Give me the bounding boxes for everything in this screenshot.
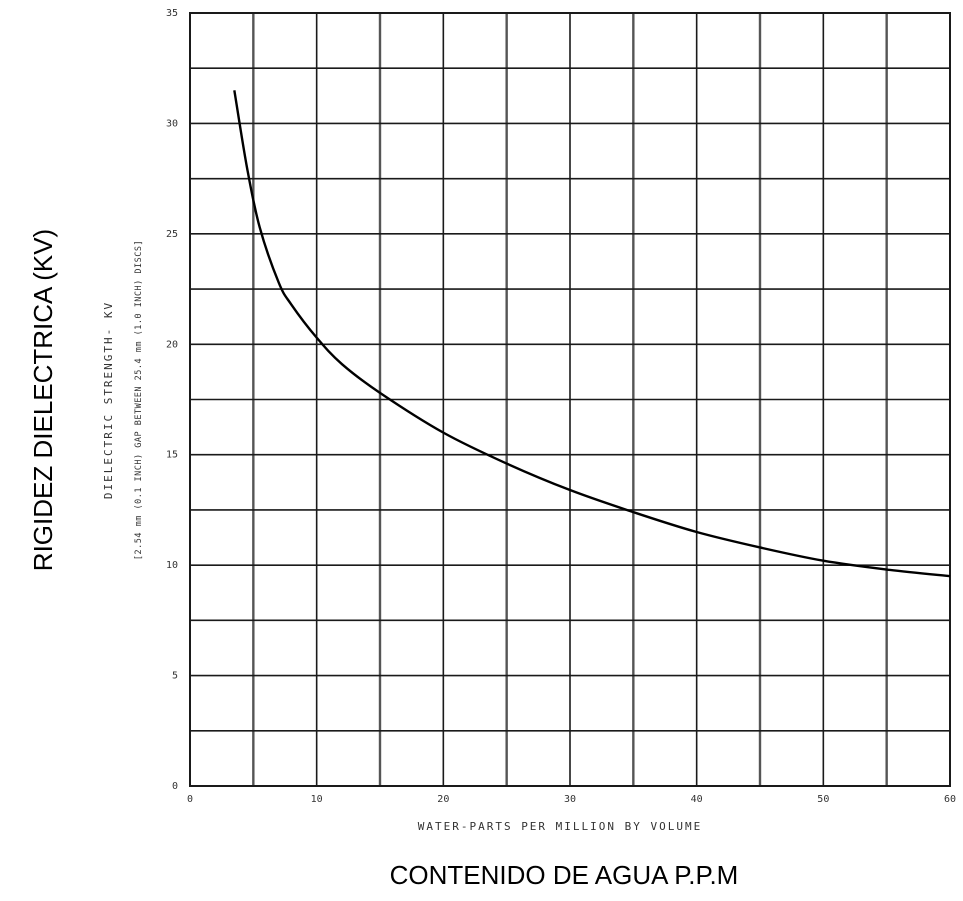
y-tick-label: 10	[166, 560, 178, 571]
y-tick-label: 30	[166, 118, 178, 129]
x-tick-label: 60	[944, 794, 956, 805]
y-tick-label: 15	[166, 450, 178, 461]
x-axis-title: WATER-PARTS PER MILLION BY VOLUME	[418, 820, 703, 833]
x-axis-title-spanish: CONTENIDO DE AGUA P.P.M	[390, 860, 739, 890]
y-axis-title: DIELECTRIC STRENGTH- KV	[102, 301, 115, 499]
x-tick-label: 30	[564, 794, 576, 805]
y-tick-label: 25	[166, 229, 178, 240]
y-axis-title-spanish: RIGIDEZ DIELECTRICA (KV)	[28, 229, 58, 571]
y-tick-label: 35	[166, 8, 178, 19]
x-tick-label: 20	[437, 794, 449, 805]
x-tick-label: 0	[187, 794, 193, 805]
x-tick-label: 10	[311, 794, 323, 805]
y-tick-label: 0	[172, 781, 178, 792]
y-axis-subtitle: [2.54 mm (0.1 INCH) GAP BETWEEN 25.4 mm …	[134, 240, 144, 560]
y-tick-label: 5	[172, 671, 178, 682]
tick-labels: 0 10 20 30 40 50 60 0 5 10 15 20 25 30 35	[166, 8, 956, 805]
grid	[189, 12, 951, 787]
x-tick-label: 40	[691, 794, 703, 805]
plot-frame	[189, 12, 951, 787]
data-line	[233, 90, 951, 578]
y-tick-label: 20	[166, 339, 178, 350]
x-tick-label: 50	[817, 794, 829, 805]
